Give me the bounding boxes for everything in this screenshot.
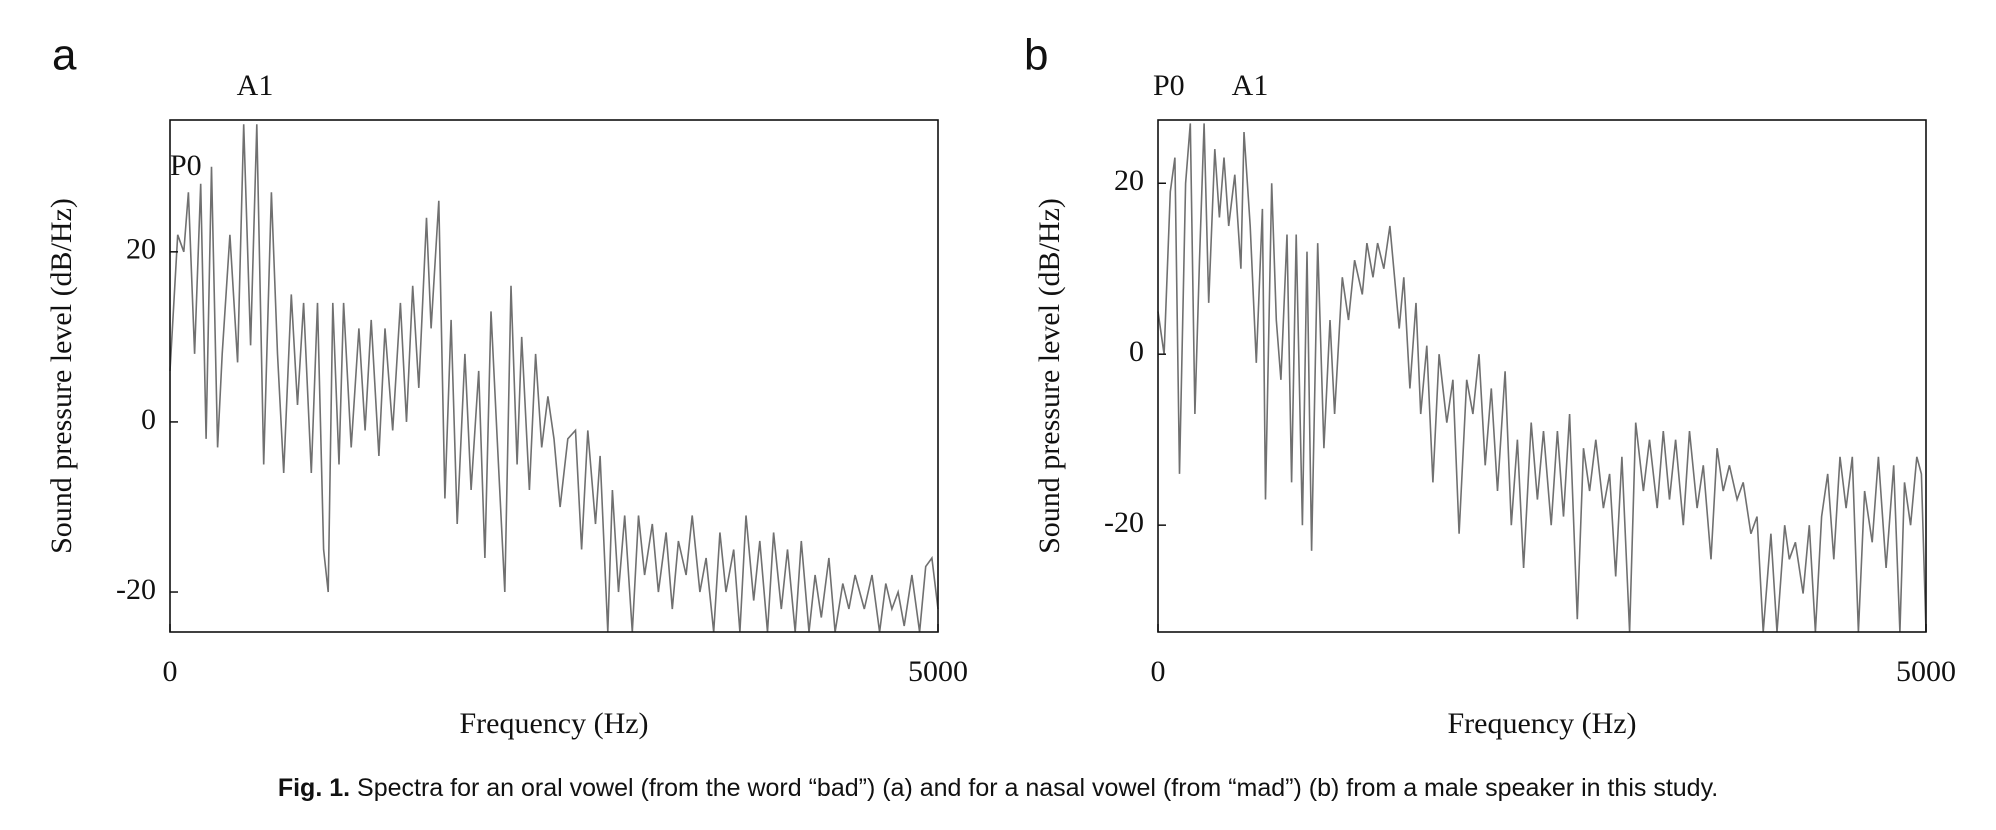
panel-label: a <box>52 31 77 80</box>
spectrum-line <box>1157 123 1927 633</box>
y-tick-label: -20 <box>1104 506 1144 539</box>
caption-text: Spectra for an oral vowel (from the word… <box>357 774 1719 802</box>
x-axis-label: Frequency (Hz) <box>459 707 648 740</box>
x-tick-label: 5000 <box>1896 655 1956 688</box>
caption: Fig. 1. Spectra for an oral vowel (from … <box>0 774 1996 803</box>
x-axis-label: Frequency (Hz) <box>1447 707 1636 740</box>
y-tick-label: 0 <box>141 403 156 436</box>
y-tick-label: 20 <box>1114 164 1144 197</box>
x-tick-label: 5000 <box>908 655 968 688</box>
panel-label: b <box>1024 31 1048 80</box>
peak-annotation: A1 <box>237 69 274 102</box>
x-tick-label: 0 <box>163 655 178 688</box>
plot-frame <box>169 119 939 633</box>
y-tick-label: -20 <box>116 573 156 606</box>
spectrum-line <box>169 124 939 633</box>
x-tick-label: 0 <box>1151 655 1166 688</box>
y-tick-label: 0 <box>1129 335 1144 368</box>
y-tick-label: 20 <box>126 233 156 266</box>
peak-annotation: P0 <box>1153 69 1185 102</box>
figure: -20 0 20 0 5000 Frequency (Hz) Sound pressure … <box>45 31 1956 740</box>
peak-annotation: P0 <box>170 149 202 182</box>
caption-label: Fig. 1. <box>277 774 351 802</box>
plot-frame <box>1157 119 1927 633</box>
peak-annotation: A1 <box>1232 69 1269 102</box>
y-axis-label: Sound pressure level (dB/Hz) <box>1033 198 1066 554</box>
y-axis-label: Sound pressure level (dB/Hz) <box>45 198 78 554</box>
